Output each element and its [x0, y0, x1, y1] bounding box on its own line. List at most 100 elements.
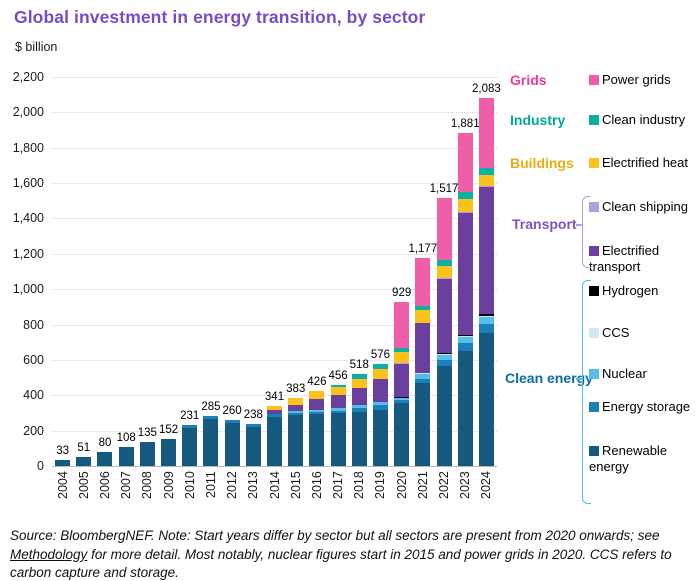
- bar-segment-renewable-energy: [267, 416, 282, 466]
- bar-segment-clean-shipping: [457, 211, 473, 213]
- bar-segment-nuclear: [288, 410, 304, 413]
- bar-2016: [309, 390, 325, 466]
- legend-item-label: Electrified heat: [602, 155, 688, 170]
- bar-segment-power-grids: [415, 257, 431, 306]
- bar-segment-energy-storage: [203, 415, 219, 419]
- x-axis-year-label: 2012: [225, 471, 240, 499]
- bar-total-label: 51: [77, 441, 91, 454]
- methodology-link[interactable]: Methodology: [10, 546, 88, 562]
- y-axis-tick-label: 1,200: [12, 246, 44, 261]
- bar-segment-nuclear: [478, 317, 494, 324]
- bar-segment-energy-storage: [288, 412, 304, 416]
- x-axis-year-label: 2015: [288, 471, 303, 499]
- bar-segment-renewable-energy: [245, 426, 261, 466]
- bar-segment-clean-shipping: [415, 322, 431, 324]
- legend-swatch-icon: [589, 369, 599, 379]
- bar-segment-electrified-transport: [436, 278, 452, 354]
- bar-segment-electrified-heat: [351, 378, 367, 388]
- bar-total-label: 576: [370, 349, 391, 362]
- legend-item-electrified-heat: Electrified heat: [589, 155, 693, 171]
- bar-segment-electrified-heat: [436, 265, 452, 279]
- bar-segment-renewable-energy: [309, 414, 325, 466]
- bar-segment-nuclear: [372, 401, 388, 406]
- bar-segment-renewable-energy: [478, 333, 494, 466]
- y-axis-tick-label: 200: [23, 423, 44, 438]
- legend-bracket-connector: [576, 224, 582, 226]
- legend-swatch-icon: [589, 115, 599, 125]
- y-axis-tick-label: 1,800: [12, 140, 44, 155]
- bar-segment-ccs: [436, 354, 452, 355]
- legend-item-label: Renewable energy: [589, 443, 668, 474]
- bar-segment-renewable-energy: [457, 351, 473, 466]
- bar-segment-electrified-heat: [267, 405, 282, 410]
- bar-segment-electrified-transport: [288, 404, 304, 411]
- bar-segment-renewable-energy: [224, 422, 240, 466]
- x-axis-year-label: 2007: [119, 471, 134, 499]
- bar-2015: [288, 398, 304, 466]
- x-axis-year-label: 2016: [309, 471, 324, 499]
- bar-segment-clean-industry: [394, 348, 410, 353]
- legend-group-label-transport: Transport: [512, 216, 577, 232]
- y-axis-unit-label: $ billion: [15, 40, 58, 54]
- bar-segment-renewable-energy: [436, 366, 452, 466]
- bar-2004: [55, 460, 71, 466]
- bar-segment-electrified-transport: [457, 212, 473, 335]
- bar-total-label: 108: [116, 431, 136, 444]
- bar-2005: [76, 456, 92, 466]
- source-note-text-after: for more detail. Most notably, nuclear f…: [10, 546, 672, 581]
- bar-total-label: 426: [307, 375, 327, 388]
- legend-swatch-icon: [589, 328, 599, 338]
- legend-item-hydrogen: Hydrogen: [589, 283, 693, 299]
- legend-item-label: CCS: [602, 325, 630, 340]
- bar-total-label: 80: [98, 436, 112, 449]
- bar-2014: [267, 405, 282, 466]
- bar-segment-electrified-transport: [415, 323, 431, 373]
- bar-segment-renewable-energy: [76, 456, 92, 466]
- legend-item-nuclear: Nuclear: [589, 366, 693, 382]
- bar-segment-renewable-energy: [139, 442, 155, 466]
- gridline: [52, 324, 497, 326]
- bar-segment-power-grids: [436, 197, 452, 260]
- legend-bracket-transport: [582, 196, 591, 268]
- y-axis-tick-label: 2,200: [12, 70, 44, 84]
- bar-2018: [351, 374, 367, 466]
- x-axis-year-label: 2013: [246, 471, 261, 499]
- legend-swatch-icon: [589, 75, 599, 85]
- gridline: [52, 253, 497, 255]
- bar-2010: [182, 425, 198, 466]
- bar-segment-renewable-energy: [55, 460, 71, 466]
- bar-segment-power-grids: [394, 301, 410, 349]
- x-axis-year-label: 2009: [161, 471, 176, 499]
- bar-segment-hydrogen: [415, 372, 431, 374]
- y-axis-tick-label: 400: [23, 388, 44, 403]
- legend-item-label: Hydrogen: [602, 283, 659, 298]
- bar-segment-clean-industry: [330, 385, 346, 388]
- x-axis-year-label: 2021: [415, 471, 430, 499]
- bar-segment-energy-storage: [436, 359, 452, 367]
- legend-item-label: Clean industry: [602, 112, 686, 127]
- legend-swatch-icon: [589, 286, 599, 296]
- legend-group-label-buildings: Buildings: [510, 155, 574, 171]
- bar-2024: [478, 97, 494, 466]
- bar-total-label: 1,177: [408, 242, 438, 255]
- bar-segment-electrified-heat: [330, 387, 346, 395]
- bar-segment-renewable-energy: [372, 409, 388, 466]
- bar-segment-electrified-heat: [457, 198, 473, 212]
- bar-2020: [394, 301, 410, 466]
- bar-segment-hydrogen: [457, 334, 473, 337]
- bar-segment-energy-storage: [351, 408, 367, 412]
- bar-segment-renewable-energy: [288, 415, 304, 466]
- bar-segment-clean-shipping: [478, 186, 494, 188]
- legend-swatch-icon: [589, 158, 599, 168]
- gridline: [52, 112, 497, 114]
- bar-segment-hydrogen: [478, 314, 494, 317]
- bar-segment-electrified-transport: [351, 387, 367, 405]
- legend-item-ccs: CCS: [589, 325, 693, 341]
- bar-segment-renewable-energy: [330, 413, 346, 466]
- bar-total-label: 152: [158, 424, 179, 437]
- bar-2022: [436, 197, 452, 466]
- bar-segment-electrified-transport: [267, 409, 282, 414]
- bar-segment-electrified-heat: [372, 368, 388, 379]
- legend-item-clean-industry: Clean industry: [589, 112, 693, 128]
